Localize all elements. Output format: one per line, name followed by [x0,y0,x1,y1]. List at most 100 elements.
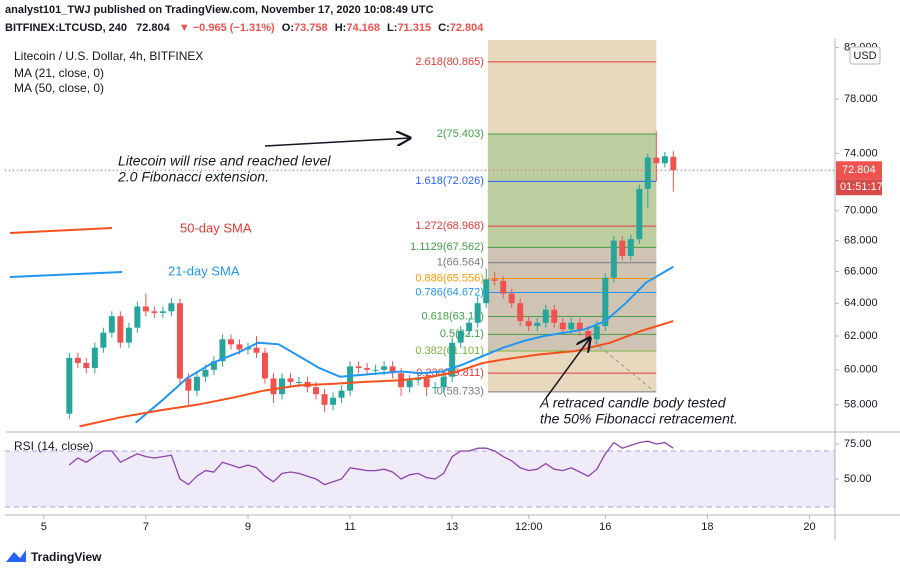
candle-body [66,357,73,414]
brand: TradingView [6,550,102,564]
candle-body [296,381,303,383]
brand-name: TradingView [31,550,102,564]
candle-body [406,380,413,388]
x-tick-label: 12:00 [515,521,543,533]
candle-body [457,331,464,343]
rsi-legend: RSI (14, close) [14,439,93,453]
candle-body [279,378,286,395]
candle-body [517,303,524,322]
countdown-badge [836,179,882,196]
candle-body [364,368,371,370]
candle-body [381,366,388,370]
candle-body [372,369,379,371]
close-prefix: C: [438,22,450,34]
candle-body [500,280,507,294]
candle-body [508,293,515,304]
fib-label: 0.886(65.556) [415,272,484,284]
annotation: the 50% Fibonacci retracement. [540,411,738,427]
candle-body [100,332,107,348]
y-tick-label: 78.000 [844,93,878,105]
symbol-line: BITFINEX:LTCUSD, 240 72.804 ▼ −0.965 (−1… [5,22,484,34]
candle-body [219,339,226,362]
candle-body [193,376,200,391]
y-tick-label: 64.000 [844,297,878,309]
x-tick-label: 7 [143,521,149,533]
candle-body [653,157,660,164]
candle-body [568,322,575,330]
candle-body [525,321,532,327]
candle-body [270,378,277,395]
last-price: 72.804 [136,22,171,34]
high-prefix: H: [335,22,347,34]
y-tick-label: 66.000 [844,265,878,277]
countdown-label: 01:51:17 [840,181,883,193]
annotation: 21-day SMA [168,263,240,278]
fib-label: 1.618(72.026) [415,175,484,187]
candle-body [202,369,209,377]
candle-body [253,347,260,353]
fib-label: 2(75.403) [437,128,484,140]
candle-body [338,390,345,398]
axes: 58.000 60.000 62.000 64.000 66.000 68.000 70.0… [41,41,883,532]
candle-body [108,316,115,333]
sma21-callout-line [9,271,123,278]
candle-body [347,366,354,391]
candle-body [627,239,634,256]
x-tick-label: 11 [344,521,355,533]
candle-body [330,397,337,405]
candle-body [670,156,677,171]
open-value: 73.758 [294,22,328,34]
price-badge [836,161,882,180]
candle-body [142,306,149,312]
x-tick-label: 16 [599,521,611,533]
candle-body [313,387,320,395]
y-tick-label: 60.000 [844,364,878,376]
candle-body [227,339,234,345]
annotation: Litecoin will rise and reached level [118,153,331,169]
candle-body [185,378,192,391]
annotation: A retraced candle body tested [539,395,727,411]
candle-body [576,322,583,332]
fib-label: 2.618(80.865) [415,56,484,68]
annotation-arrow [545,338,590,399]
rsi-line [68,440,674,486]
candle-body [321,394,328,405]
candle-body [159,311,166,313]
annotation-arrow [264,138,410,147]
rsi-tick-label: 50.00 [844,473,872,485]
low-value: 71.315 [397,22,431,34]
candle-body [389,366,396,374]
sma50-callout-line [9,227,113,234]
moving-average [79,320,674,428]
x-tick-label: 5 [41,521,47,533]
candle-body [449,342,456,377]
candle-body [602,277,609,327]
legend-ma50: MA (50, close, 0) [14,81,104,95]
candle-body [585,331,592,340]
brand-icon [6,550,26,562]
candle-body [661,156,668,164]
low-prefix: L: [387,22,397,34]
close-value: 72.804 [450,22,485,34]
candle-body [151,311,158,313]
candle-body [644,157,651,189]
symbol: BITFINEX:LTCUSD, 240 [5,22,127,34]
projection-line [593,341,656,393]
fib-label: 1.272(68.968) [415,220,484,232]
candle-body [83,362,90,369]
candle-body [261,352,268,379]
x-tick-label: 18 [701,521,713,533]
candle-body [74,357,81,363]
candle-body [542,309,549,323]
price-badge-label: 72.804 [842,164,876,176]
x-tick-label: 9 [245,521,251,533]
currency-box[interactable] [849,46,881,65]
candle-body [559,322,566,330]
annotation: 50-day SMA [180,220,252,235]
candle-body [134,306,141,328]
open-prefix: O: [282,22,294,34]
y-tick-label: 62.000 [844,330,878,342]
candle-body [593,326,600,340]
candle-body [474,303,481,323]
